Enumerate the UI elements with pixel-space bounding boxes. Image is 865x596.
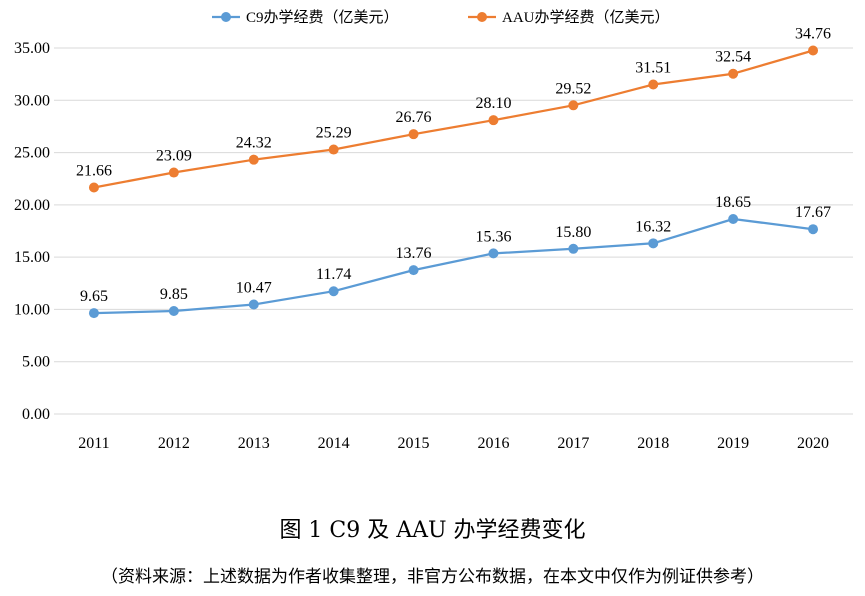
gridlines [54,47,853,415]
data-point [328,144,339,155]
line-chart: 0.00 5.00 10.00 15.00 20.00 25.00 30.00 35.00 2… [14,9,853,452]
data-label: 34.76 [795,26,831,43]
x-tick-label: 2014 [318,435,350,452]
data-label: 15.36 [475,228,511,245]
x-tick-label: 2018 [637,435,669,452]
series-line [93,217,814,315]
data-point [248,154,259,165]
legend-label: AAU办学经费（亿美元） [502,9,670,26]
data-point [488,115,499,126]
data-point [568,243,579,254]
series-line [93,49,814,189]
data-label: 28.10 [475,95,511,112]
source-note: （资料来源：上述数据为作者收集整理，非官方公布数据，在本文中仅作为例证供参考） [101,567,764,587]
data-point [648,238,659,249]
x-tick-label: 2016 [477,435,509,452]
data-label: 15.80 [555,224,591,241]
x-tick-label: 2015 [398,435,430,452]
data-point [648,79,659,90]
y-tick-label: 25.00 [14,145,50,162]
data-point [408,265,419,276]
series-layer: 9.65 9.85 10.47 11.74 13.76 15.36 15.80 16.32 18… [76,26,831,319]
data-label: 26.76 [396,109,432,126]
data-label: 24.32 [236,135,272,152]
data-point [88,182,99,193]
y-tick-label: 30.00 [14,92,50,109]
data-label: 9.85 [160,286,188,303]
y-tick-label: 20.00 [14,197,50,214]
data-label: 10.47 [236,280,272,297]
data-point [488,248,499,259]
data-point [328,286,339,297]
data-point [168,167,179,178]
data-point [168,305,179,316]
legend-swatch-marker [221,12,231,22]
data-label: 32.54 [715,49,751,66]
legend-swatch-marker [477,12,487,22]
data-point [408,129,419,140]
x-tick-label: 2017 [557,435,589,452]
figure-caption: 图 1 C9 及 AAU 办学经费变化 [279,518,586,543]
data-point [808,224,819,235]
y-tick-label: 5.00 [22,354,50,371]
data-label: 13.76 [396,245,432,262]
x-axis-ticks: 2011 2012 2013 2014 2015 2016 2017 2018 2019 2020 [78,435,829,452]
y-tick-label: 35.00 [14,40,50,57]
data-point [728,68,739,79]
legend: C9办学经费（亿美元） AAU办学经费（亿美元） [212,9,670,26]
data-point [808,45,819,56]
data-point [248,299,259,310]
data-label: 9.65 [80,288,108,305]
data-point [88,308,99,319]
data-label: 31.51 [635,59,671,76]
x-tick-label: 2020 [797,435,829,452]
legend-label: C9办学经费（亿美元） [246,9,399,26]
x-tick-label: 2019 [717,435,749,452]
y-tick-label: 10.00 [14,301,50,318]
y-tick-label: 0.00 [22,406,50,423]
x-tick-label: 2012 [158,435,190,452]
y-tick-label: 15.00 [14,249,50,266]
data-point [728,213,739,224]
data-point [568,100,579,111]
data-label: 29.52 [555,80,591,97]
data-label: 21.66 [76,162,112,179]
x-tick-label: 2011 [78,435,109,452]
data-label: 11.74 [316,266,351,283]
data-label: 16.32 [635,218,671,235]
data-label: 25.29 [316,125,352,142]
data-label: 18.65 [715,194,751,211]
data-label: 17.67 [795,204,831,221]
x-tick-label: 2013 [238,435,270,452]
data-label: 23.09 [156,148,192,165]
y-axis-ticks: 0.00 5.00 10.00 15.00 20.00 25.00 30.00 35.00 [14,40,50,423]
